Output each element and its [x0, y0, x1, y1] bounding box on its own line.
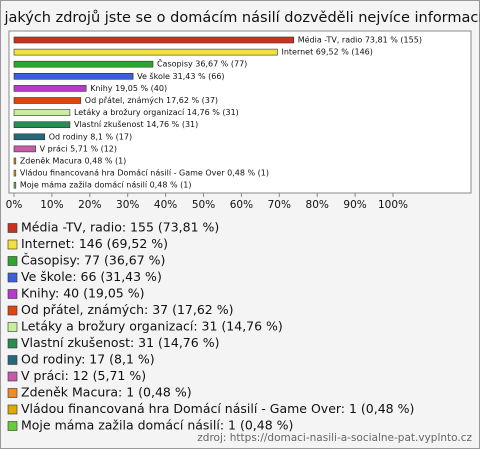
- legend-swatch: [7, 421, 18, 431]
- legend-swatch: [7, 223, 18, 233]
- value-label: Vládou financovaná hra Domácí násilí - G…: [20, 169, 269, 178]
- bar: [13, 145, 36, 153]
- legend-label: Vlastní zkušenost: 31 (14,76 %): [21, 335, 219, 350]
- value-label: Vlastní zkušenost 14,76 % (31): [74, 119, 198, 129]
- value-label: Ve škole 31,43 % (66): [137, 71, 224, 81]
- legend-label: Moje máma zažila domácí násilí: 1 (0,48 …: [21, 418, 293, 433]
- x-tick-label: 70%: [268, 199, 291, 211]
- legend-label: Časopisy: 77 (36,67 %): [21, 253, 165, 268]
- value-label: V práci 5,71 % (12): [40, 144, 117, 153]
- legend-swatch: [7, 256, 18, 266]
- legend-label: Internet: 146 (69,52 %): [21, 236, 168, 251]
- bar: [13, 97, 82, 104]
- legend-swatch: [7, 338, 18, 349]
- legend-label: Od přátel, známých: 37 (17,62 %): [21, 302, 233, 317]
- bar: [13, 36, 295, 44]
- x-tick-label: 10%: [40, 199, 63, 211]
- x-tick-label: 80%: [306, 199, 329, 211]
- legend-swatch: [7, 355, 18, 365]
- bar: [13, 109, 71, 116]
- legend-swatch: [7, 404, 18, 415]
- x-tick-label: 50%: [192, 199, 215, 211]
- x-tick-label: 100%: [378, 199, 408, 211]
- bar: [13, 169, 17, 177]
- x-tick-label: 20%: [78, 199, 101, 211]
- legend-swatch: [7, 289, 18, 299]
- value-label: Letáky a brožury organizací 14,76 % (31): [74, 108, 239, 117]
- x-tick-label: 30%: [116, 199, 139, 211]
- plot-area: [8, 30, 472, 194]
- legend-label: Vládou financovaná hra Domácí násilí - G…: [21, 401, 414, 416]
- legend-label: Letáky a brožury organizací: 31 (14,76 %…: [21, 319, 283, 334]
- x-tick-label: 90%: [343, 199, 366, 211]
- bar: [13, 181, 17, 189]
- value-label: Internet 69,52 % (146): [281, 48, 372, 57]
- chart-title: Z jakých zdrojů jste se o domácím násilí…: [0, 10, 480, 26]
- bar: [13, 60, 154, 68]
- legend-swatch: [7, 305, 18, 316]
- bar: [13, 133, 45, 141]
- legend-label: V práci: 12 (5,71 %): [21, 368, 146, 383]
- value-label: Knihy 19,05 % (40): [90, 84, 167, 93]
- x-tick-label: 0%: [6, 199, 23, 211]
- legend-label: Knihy: 40 (19,05 %): [21, 286, 144, 301]
- bar: [13, 85, 87, 92]
- legend-swatch: [7, 272, 18, 283]
- bar: [13, 157, 17, 165]
- legend-swatch: [7, 388, 18, 398]
- source: zdroj: https://domaci-nasili-a-socialne-…: [197, 432, 472, 444]
- x-tick-label: 60%: [230, 199, 253, 211]
- legend-label: Zdeněk Macura: 1 (0,48 %): [21, 385, 192, 400]
- legend-swatch: [7, 239, 18, 250]
- bar: [13, 73, 134, 80]
- value-label: Od rodiny 8,1 % (17): [49, 132, 132, 141]
- bar: [13, 121, 71, 128]
- legend-label: Od rodiny: 17 (8,1 %): [21, 352, 155, 367]
- value-label: Zdeněk Macura 0,48 % (1): [20, 157, 127, 166]
- value-label: Média -TV, radio 73,81 % (155): [298, 35, 422, 45]
- legend-label: Média -TV, radio: 155 (73,81 %): [21, 220, 219, 235]
- legend-label: Ve škole: 66 (31,43 %): [21, 269, 162, 284]
- value-label: Časopisy 36,67 % (77): [157, 58, 247, 69]
- bar: [13, 48, 278, 56]
- legend-swatch: [7, 322, 18, 332]
- x-tick-label: 40%: [154, 199, 177, 211]
- value-label: Od přátel, známých 17,62 % (37): [85, 96, 218, 105]
- legend-swatch: [7, 371, 18, 382]
- value-label: Moje máma zažila domácí násilí 0,48 % (1…: [20, 181, 192, 190]
